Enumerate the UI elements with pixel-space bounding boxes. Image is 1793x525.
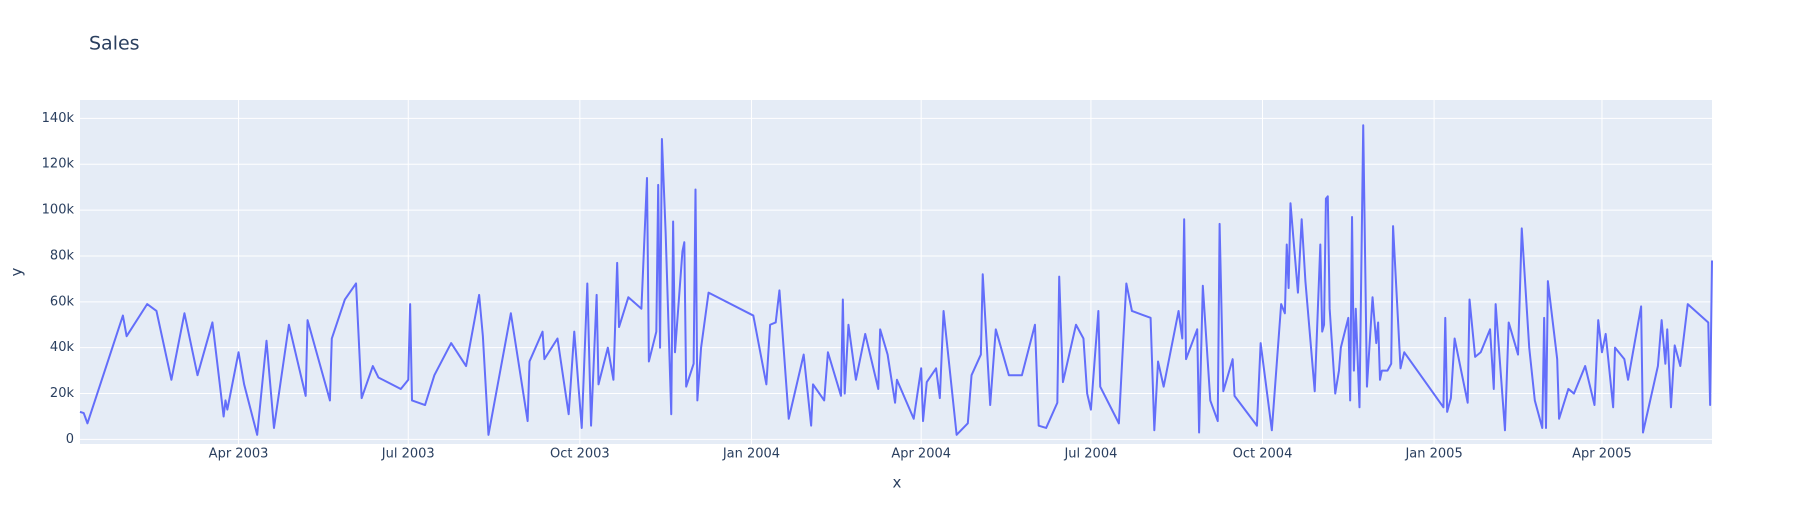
y-axis-label: y: [8, 267, 26, 276]
chart-title: Sales: [89, 33, 140, 55]
x-tick-label: Oct 2003: [550, 447, 610, 462]
y-tick-label: 40k: [50, 340, 75, 355]
y-tick-label: 0: [66, 432, 74, 447]
x-tick-label: Oct 2004: [1233, 447, 1293, 462]
y-tick-label: 60k: [50, 294, 75, 309]
y-tick-label: 80k: [50, 248, 75, 263]
line-series: [79, 124, 1713, 436]
x-tick-label: Apr 2004: [891, 447, 951, 462]
y-tick-label: 20k: [50, 386, 75, 401]
x-tick-label: Apr 2005: [1572, 447, 1632, 462]
y-tick-label: 120k: [42, 157, 75, 172]
marks: [79, 124, 1713, 436]
x-axis-label: x: [893, 474, 902, 492]
y-tick-label: 100k: [42, 203, 75, 218]
x-tick-label: Jul 2004: [1063, 447, 1117, 462]
y-tick-label: 140k: [42, 111, 75, 126]
x-tick-label: Jan 2005: [1404, 447, 1462, 462]
x-tick-label: Jul 2003: [381, 447, 435, 462]
x-tick-label: Jan 2004: [722, 447, 780, 462]
x-tick-label: Apr 2003: [209, 447, 269, 462]
